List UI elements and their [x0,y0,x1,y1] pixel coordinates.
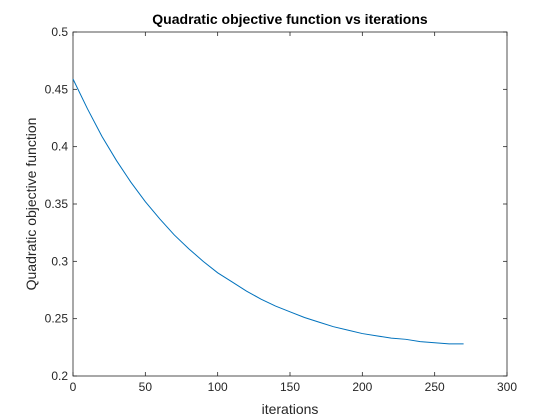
x-tick-label: 100 [208,380,228,394]
x-tick-label: 50 [139,380,153,394]
x-axis: 0 50 100 150 200 250 300 [70,32,517,394]
y-tick-label: 0.25 [45,312,69,326]
y-tick-label: 0.35 [45,197,69,211]
x-tick-label: 200 [352,380,372,394]
x-tick-label: 250 [425,380,445,394]
y-axis-label: Quadratic objective function [23,118,39,291]
x-axis-label: iterations [262,401,319,417]
y-tick-label: 0.2 [51,369,68,383]
y-tick-label: 0.5 [51,25,68,39]
x-tick-label: 300 [497,380,517,394]
y-axis: 0.2 0.25 0.3 0.35 0.4 0.45 0.5 [45,25,507,383]
plot-area-box [72,31,508,377]
series-line-0 [72,78,464,345]
x-tick-label: 150 [280,380,300,394]
y-tick-label: 0.4 [51,140,68,154]
y-tick-label: 0.45 [45,82,69,96]
chart-title: Quadratic objective function vs iteratio… [152,11,428,27]
y-tick-label: 0.3 [51,254,68,268]
x-tick-label: 0 [70,380,77,394]
series-layer [72,78,464,345]
